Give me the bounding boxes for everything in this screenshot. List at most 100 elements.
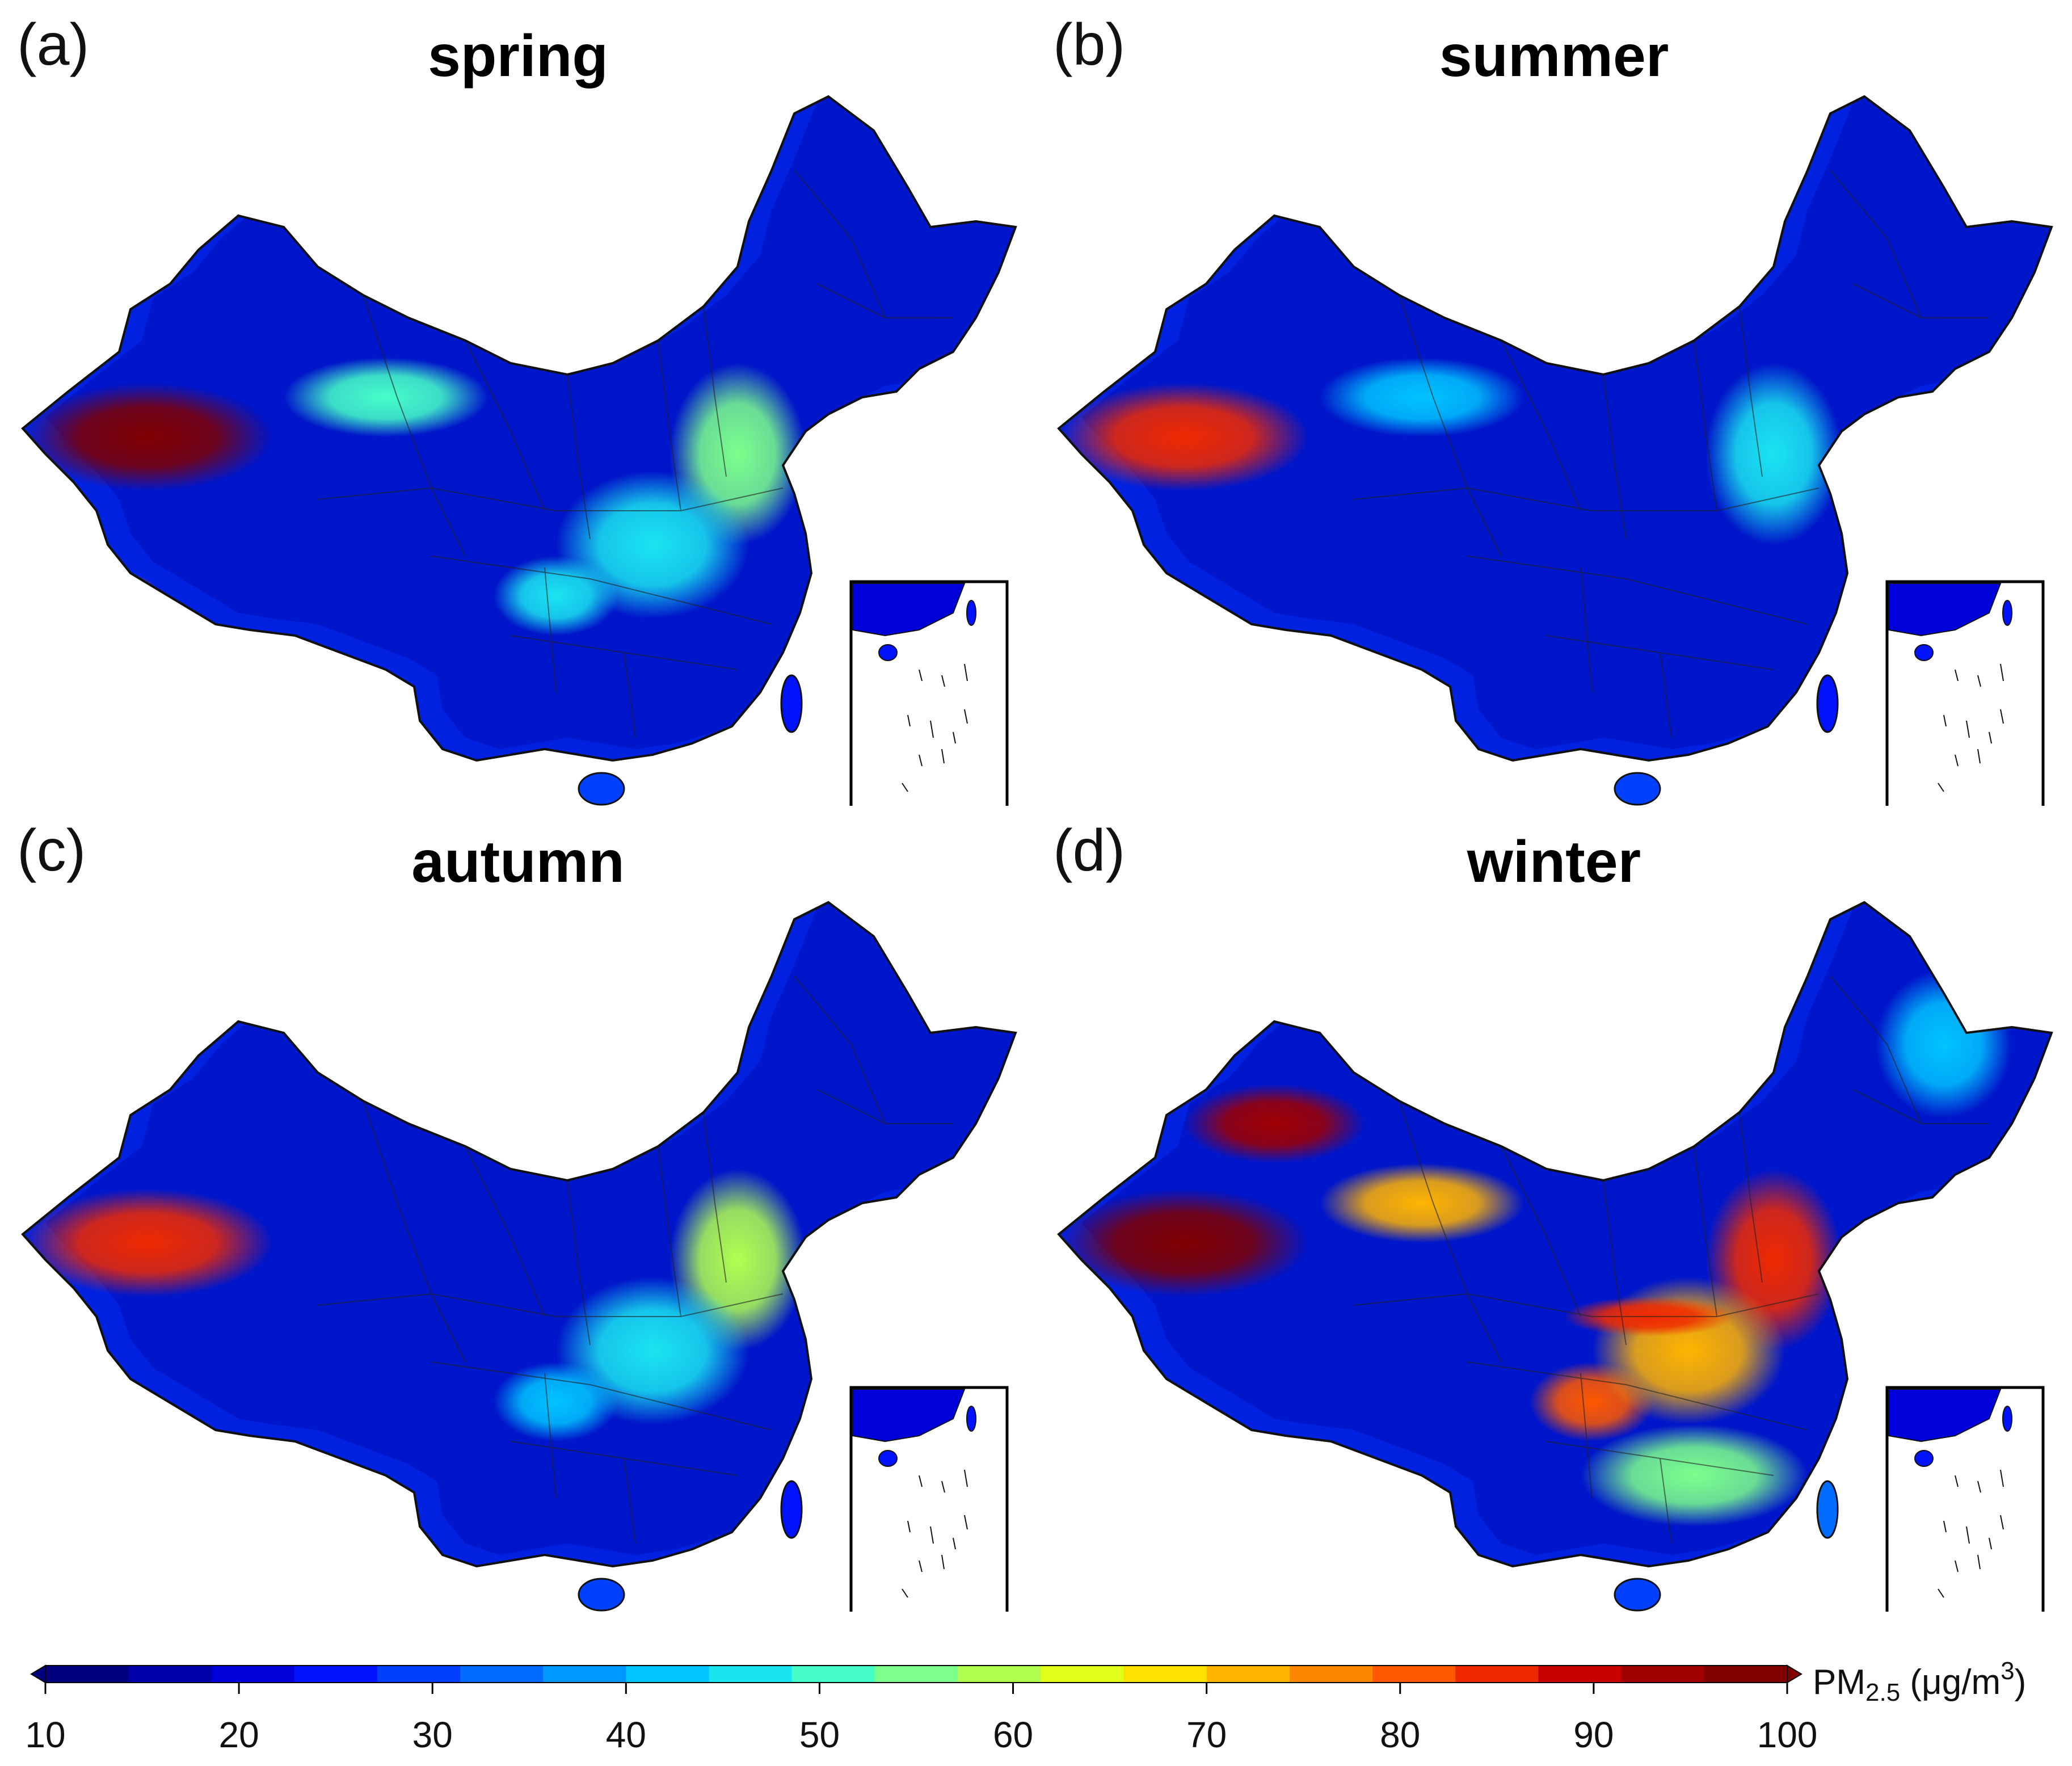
- south-china-sea-inset: [1885, 1386, 2045, 1612]
- province-border: [544, 1373, 557, 1499]
- country-outline: [1057, 901, 2053, 1568]
- colorbar-segment: [1704, 1666, 1788, 1683]
- colorbar-tick-label: 50: [799, 1714, 840, 1755]
- province-borders: [1353, 170, 1989, 738]
- hainan: [578, 772, 625, 806]
- panel-title: autumn: [411, 829, 625, 895]
- taiwan: [1816, 674, 1839, 733]
- inset-hainan: [1914, 1450, 1934, 1467]
- province-border: [363, 1100, 466, 1363]
- map-summer: [1057, 95, 2053, 806]
- colorbar-segment: [791, 1666, 875, 1683]
- hotspot-sichuan-basin: [494, 1362, 618, 1441]
- province-border: [1694, 340, 1717, 511]
- colorbar-unit-prefix: (μg/m: [1900, 1663, 2001, 1702]
- island-dash: [1955, 669, 1959, 682]
- land-fill: [1059, 96, 2052, 760]
- land-fill: [1059, 902, 2052, 1566]
- hotspot-taklimakan-east: [1320, 358, 1524, 437]
- colorbar-segment: [45, 1666, 129, 1683]
- province-border: [1694, 1146, 1717, 1317]
- colorbar-tick-label: 70: [1186, 1714, 1227, 1755]
- panel-summer: (b) summer: [1036, 0, 2072, 806]
- province-border: [624, 652, 636, 738]
- colorbar-tick-label: 10: [25, 1714, 66, 1755]
- island-dash: [919, 754, 923, 767]
- island-dash: [964, 709, 968, 724]
- inset-taiwan: [966, 600, 976, 626]
- low-concentration-layer: [1081, 902, 2052, 1555]
- panel-letter: (b): [1053, 12, 1126, 78]
- province-border: [363, 295, 466, 557]
- province-border: [794, 170, 886, 318]
- inset-taiwan: [966, 1406, 976, 1432]
- colorbar-unit-suffix: ): [2014, 1663, 2027, 1702]
- hainan: [578, 1578, 625, 1612]
- hainan: [1614, 772, 1661, 806]
- colorbar-min-arrow: [30, 1664, 46, 1684]
- colorbar-segment: [1206, 1666, 1290, 1683]
- map-winter: [1057, 901, 2053, 1612]
- province-borders: [317, 975, 953, 1544]
- background-concentration: [1059, 96, 2052, 760]
- panel-title: spring: [428, 23, 608, 89]
- colorbar-tick-label: 20: [218, 1714, 259, 1755]
- hotspot-tarim-basin: [1059, 1189, 1308, 1297]
- taiwan: [780, 674, 803, 733]
- inset-hainan: [1914, 644, 1934, 661]
- low-concentration-layer: [1081, 96, 2052, 749]
- colorbar-segment: [958, 1666, 1042, 1683]
- island-dash: [1955, 1475, 1959, 1487]
- island-dash: [964, 1515, 968, 1530]
- province-border: [1399, 1100, 1502, 1363]
- island-dash: [1955, 754, 1959, 767]
- inset-hainan: [878, 644, 898, 661]
- panel-letter: (c): [17, 818, 86, 884]
- hotspot-tarim-basin: [23, 383, 272, 491]
- taiwan: [1816, 1480, 1839, 1539]
- province-border: [544, 567, 557, 693]
- background-concentration: [1059, 902, 2052, 1566]
- inset-taiwan: [2002, 1406, 2012, 1432]
- colorbar-segment: [294, 1666, 378, 1683]
- colorbar-tick-label: 30: [412, 1714, 453, 1755]
- island-dash: [1966, 1526, 1970, 1544]
- island-dash: [1989, 1537, 1992, 1550]
- island-dash: [1943, 714, 1947, 727]
- land-fill: [23, 902, 1016, 1566]
- map-spring: [21, 95, 1017, 806]
- province-border: [567, 1180, 591, 1345]
- low-concentration-layer: [45, 96, 1016, 749]
- province-border: [1467, 556, 1808, 625]
- province-border: [658, 1146, 681, 1317]
- island-dash: [1966, 720, 1970, 738]
- colorbar-segment: [1538, 1666, 1622, 1683]
- inset-hainan: [878, 1450, 898, 1467]
- province-border: [1580, 1373, 1593, 1499]
- province-border: [317, 487, 784, 511]
- province-border: [1660, 652, 1672, 738]
- colorbar-unit-superscript: 3: [2001, 1657, 2015, 1685]
- panel-autumn: (c) autumn: [0, 806, 1036, 1612]
- hotspot-south-china: [1581, 1424, 1808, 1527]
- colorbar-segment: [377, 1666, 461, 1683]
- background-concentration: [23, 902, 1016, 1566]
- inset-coastline: [852, 583, 966, 637]
- province-border: [703, 1112, 727, 1283]
- province-border: [624, 1458, 636, 1544]
- colorbar-tick-label: 90: [1573, 1714, 1614, 1755]
- province-border: [465, 340, 545, 511]
- province-border: [1660, 1458, 1672, 1544]
- province-border: [431, 1361, 772, 1431]
- taiwan: [780, 1480, 803, 1539]
- island-dash: [964, 663, 968, 682]
- country-outline: [21, 901, 1017, 1568]
- hotspot-central-china: [556, 471, 749, 619]
- island-dash: [930, 1526, 934, 1544]
- island-dash: [964, 1469, 968, 1487]
- panel-letter: (d): [1053, 818, 1126, 884]
- island-dash: [1943, 1520, 1947, 1533]
- province-border: [1501, 1146, 1581, 1317]
- province-border: [794, 975, 886, 1124]
- province-border: [567, 374, 591, 540]
